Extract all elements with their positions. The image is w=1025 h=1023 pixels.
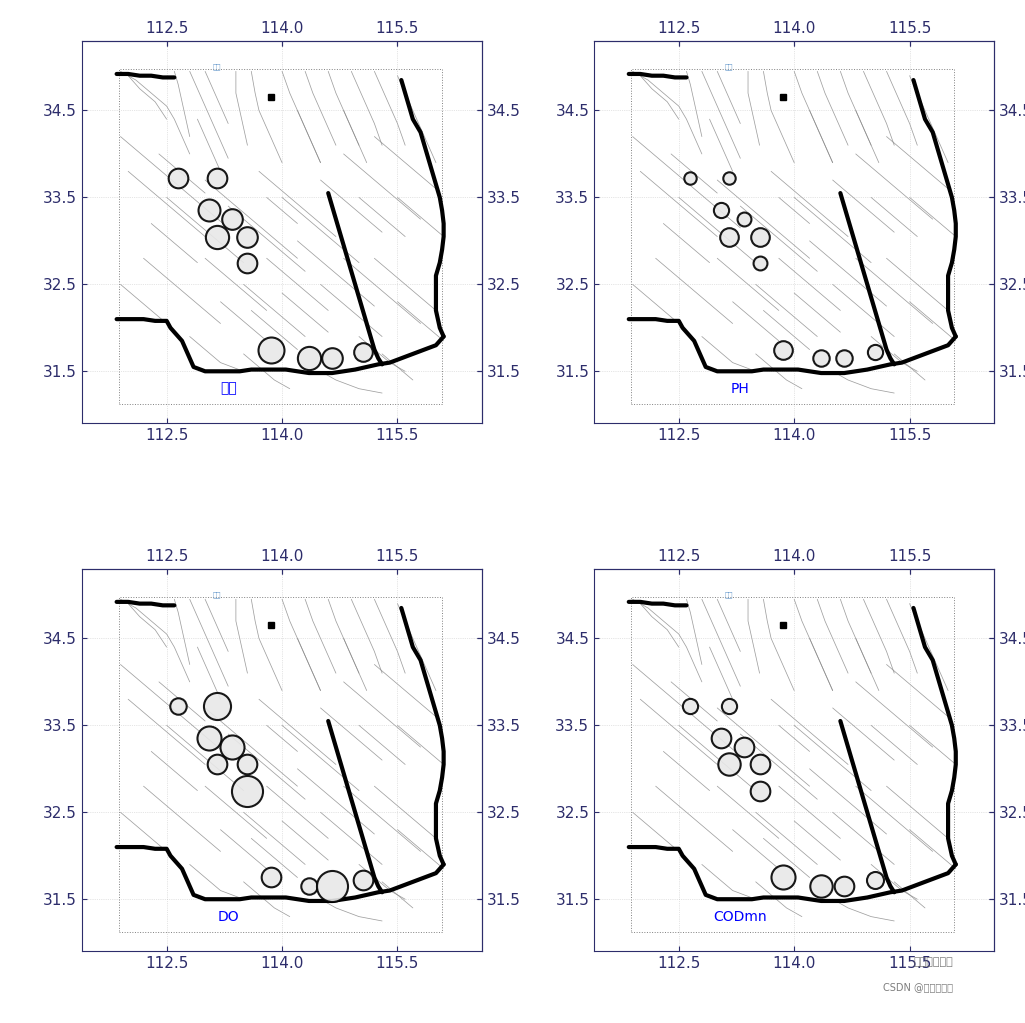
Text: PH: PH xyxy=(731,382,749,396)
Text: 拓端数据部落: 拓端数据部落 xyxy=(913,957,953,967)
Point xyxy=(775,342,791,358)
Point xyxy=(208,170,224,186)
Point xyxy=(239,783,255,799)
Point xyxy=(751,255,768,271)
Point xyxy=(355,344,371,360)
Text: 水温: 水温 xyxy=(219,382,237,396)
Point xyxy=(836,350,853,366)
Point xyxy=(262,342,279,358)
Point xyxy=(262,870,279,886)
Point xyxy=(813,350,829,366)
Point xyxy=(201,203,217,219)
Text: 淦河: 淦河 xyxy=(212,63,221,70)
Point xyxy=(223,739,240,755)
Point xyxy=(324,878,340,894)
Point xyxy=(682,170,698,186)
Point xyxy=(736,739,752,755)
Text: CODmn: CODmn xyxy=(713,909,767,924)
Point xyxy=(324,350,340,366)
Point xyxy=(751,228,768,244)
Point xyxy=(721,170,737,186)
Text: 淦河: 淦河 xyxy=(725,63,733,70)
Point xyxy=(713,203,730,219)
Point xyxy=(836,878,853,894)
Point xyxy=(201,730,217,747)
Point xyxy=(721,756,737,772)
Point xyxy=(751,783,768,799)
Point xyxy=(223,211,240,227)
Point xyxy=(813,878,829,894)
Point xyxy=(867,344,884,360)
Point xyxy=(208,698,224,714)
Text: 淦河: 淦河 xyxy=(212,591,221,597)
Point xyxy=(239,255,255,271)
Text: CSDN @拓端研究室: CSDN @拓端研究室 xyxy=(884,982,953,992)
Point xyxy=(170,698,187,714)
Point xyxy=(208,228,224,244)
Text: 淦河: 淦河 xyxy=(725,591,733,597)
Point xyxy=(300,350,317,366)
Point xyxy=(682,698,698,714)
Point xyxy=(355,872,371,888)
Point xyxy=(300,878,317,894)
Point xyxy=(239,228,255,244)
Point xyxy=(736,211,752,227)
Point xyxy=(775,870,791,886)
Point xyxy=(170,170,187,186)
Point xyxy=(751,756,768,772)
Point xyxy=(721,228,737,244)
Point xyxy=(713,730,730,747)
Point xyxy=(208,756,224,772)
Point xyxy=(867,872,884,888)
Text: DO: DO xyxy=(217,909,239,924)
Point xyxy=(239,756,255,772)
Point xyxy=(721,698,737,714)
